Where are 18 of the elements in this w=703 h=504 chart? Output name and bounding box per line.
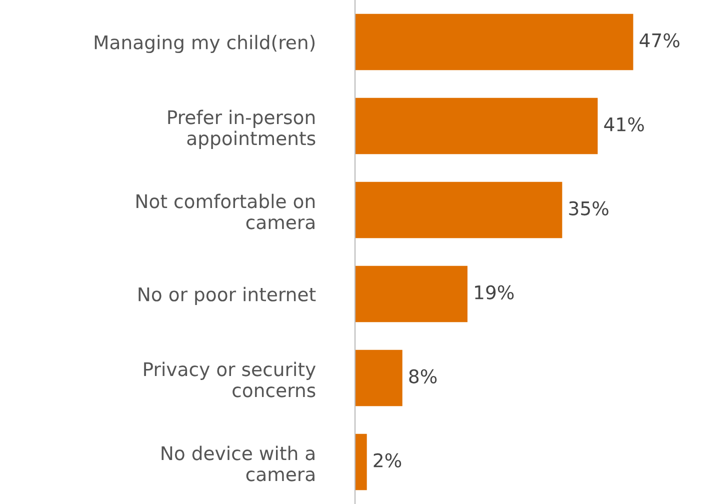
bar (355, 434, 367, 490)
bar (355, 98, 598, 154)
data-label: 19% (475, 285, 514, 300)
bar (355, 266, 468, 322)
bar (355, 182, 562, 238)
y-tick-label: No or poor internet (138, 286, 316, 306)
data-label: 8% (409, 369, 437, 384)
y-tick-label: No device with a camera (162, 446, 314, 482)
bar (355, 14, 634, 70)
bar (355, 350, 402, 406)
y-tick-label: Managing my child(ren) (94, 34, 315, 54)
y-tick-label: Privacy or security concerns (144, 362, 316, 398)
data-label: 47% (640, 33, 680, 48)
data-label: 2% (374, 453, 402, 468)
data-label: 35% (569, 201, 608, 216)
y-tick-label: Prefer in-person appointments (168, 110, 316, 149)
data-label: 41% (604, 117, 644, 132)
y-tick-label: Not comfortable on camera (136, 194, 315, 230)
